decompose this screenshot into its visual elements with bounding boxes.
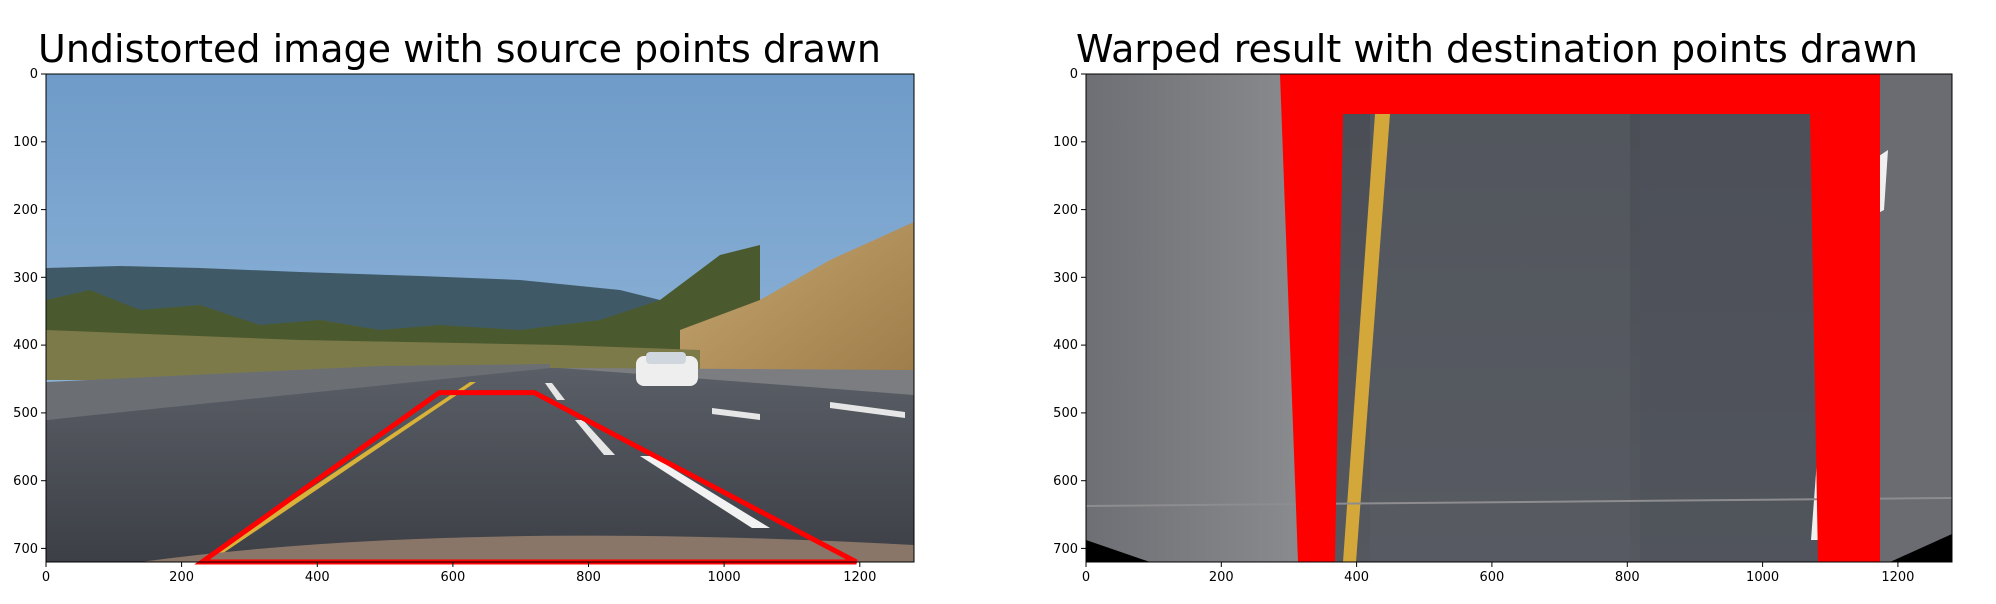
- right-title: Warped result with destination points dr…: [1076, 27, 1919, 71]
- right-x-tick-800: 800: [1615, 570, 1640, 585]
- right-x-tick-400: 400: [1344, 570, 1369, 585]
- left-x-tick-800: 800: [576, 570, 601, 585]
- left-y-tick-100: 100: [13, 135, 38, 150]
- left-y-tick-700: 700: [13, 542, 38, 557]
- right-y-tick-300: 300: [1053, 271, 1078, 286]
- right-x-tick-600: 600: [1479, 570, 1504, 585]
- right-y-tick-600: 600: [1053, 474, 1078, 489]
- left-title: Undistorted image with source points dra…: [38, 27, 882, 71]
- destination-points-polygon: [1280, 74, 1880, 562]
- left-axes-frame: [45, 73, 915, 563]
- left-x-tick-600: 600: [440, 570, 465, 585]
- right-y-axis: 0 100 200 300 400 500 600 700: [1053, 67, 1086, 557]
- left-y-tick-600: 600: [13, 474, 38, 489]
- right-x-axis: 0 200 400 600 800 1000 1200: [1082, 562, 1914, 585]
- left-y-tick-200: 200: [13, 203, 38, 218]
- left-x-tick-0: 0: [42, 570, 50, 585]
- right-x-tick-0: 0: [1082, 570, 1090, 585]
- right-y-tick-700: 700: [1053, 542, 1078, 557]
- left-y-axis: 0 100 200 300 400 500 600 700: [13, 67, 46, 557]
- right-y-tick-100: 100: [1053, 135, 1078, 150]
- left-x-tick-1200: 1200: [843, 570, 876, 585]
- right-y-tick-400: 400: [1053, 338, 1078, 353]
- right-plot: 0 100 200 300 400 500 600 700 0 200 400 …: [1053, 67, 1953, 585]
- left-y-tick-0: 0: [30, 67, 38, 82]
- right-y-tick-500: 500: [1053, 406, 1078, 421]
- right-x-tick-200: 200: [1209, 570, 1234, 585]
- left-y-tick-500: 500: [13, 406, 38, 421]
- right-y-tick-0: 0: [1070, 67, 1078, 82]
- left-x-tick-400: 400: [305, 570, 330, 585]
- left-x-axis: 0 200 400 600 800 1000 1200: [42, 562, 876, 585]
- right-panel: Warped result with destination points dr…: [1040, 0, 1996, 604]
- right-axes-frame: [1085, 73, 1953, 563]
- left-x-tick-200: 200: [169, 570, 194, 585]
- left-panel: Undistorted image with source points dra…: [0, 0, 930, 604]
- left-road-image: [46, 74, 914, 562]
- right-warped-image: [1086, 74, 1952, 562]
- left-x-tick-1000: 1000: [708, 570, 741, 585]
- left-plot: 0 100 200 300 400 500 600 700 0 200 400 …: [13, 67, 915, 585]
- left-y-tick-400: 400: [13, 338, 38, 353]
- right-x-tick-1200: 1200: [1881, 570, 1914, 585]
- right-x-tick-1000: 1000: [1746, 570, 1779, 585]
- left-y-tick-300: 300: [13, 271, 38, 286]
- right-y-tick-200: 200: [1053, 203, 1078, 218]
